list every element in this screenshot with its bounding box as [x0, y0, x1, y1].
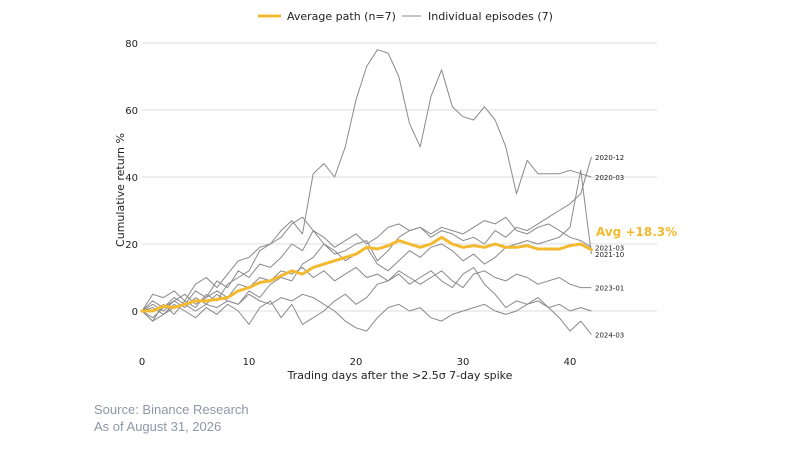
episode-label: 2024-03	[595, 331, 624, 339]
episode-label: 2020-12	[595, 154, 624, 162]
x-axis-label: Trading days after the >2.5σ 7-day spike	[287, 369, 513, 382]
x-tick-label: 10	[243, 357, 256, 368]
y-tick-label: 80	[125, 39, 138, 50]
episode-label: 2023-01	[595, 285, 624, 293]
episode-label: 2020-03	[595, 174, 624, 182]
y-tick-label: 40	[125, 173, 138, 184]
y-axis-label: Cumulative return %	[114, 133, 127, 247]
x-axis-ticks: 0 10 20 30 40	[139, 357, 577, 368]
episode-line	[141, 266, 592, 335]
cumulative-return-chart: Average path (n=7) Individual episodes (…	[114, 10, 677, 382]
episode-lines	[141, 49, 592, 335]
legend-episode-label: Individual episodes (7)	[428, 10, 553, 23]
episode-line	[141, 266, 592, 312]
y-tick-label: 20	[125, 240, 138, 251]
average-path	[140, 235, 593, 313]
episode-line	[141, 216, 592, 312]
legend-average-label: Average path (n=7)	[287, 10, 396, 23]
average-annotation: Avg +18.3%	[596, 225, 677, 239]
episode-line	[141, 49, 592, 322]
as-of-note: As of August 31, 2026	[94, 419, 222, 434]
x-tick-label: 30	[457, 357, 470, 368]
x-tick-label: 40	[564, 357, 577, 368]
episode-line	[141, 156, 592, 312]
x-tick-label: 20	[350, 357, 363, 368]
source-note: Source: Binance Research	[94, 402, 249, 417]
episode-label: 2021-10	[595, 251, 624, 259]
y-tick-label: 60	[125, 106, 138, 117]
y-axis-ticks: 0 20 40 60 80	[125, 39, 138, 318]
gridlines	[142, 42, 657, 312]
average-line	[140, 235, 593, 313]
episode-line	[141, 293, 592, 332]
episode-label: 2021-03	[595, 244, 624, 252]
y-tick-label: 0	[132, 307, 138, 318]
legend: Average path (n=7) Individual episodes (…	[258, 10, 553, 23]
x-tick-label: 0	[139, 357, 145, 368]
